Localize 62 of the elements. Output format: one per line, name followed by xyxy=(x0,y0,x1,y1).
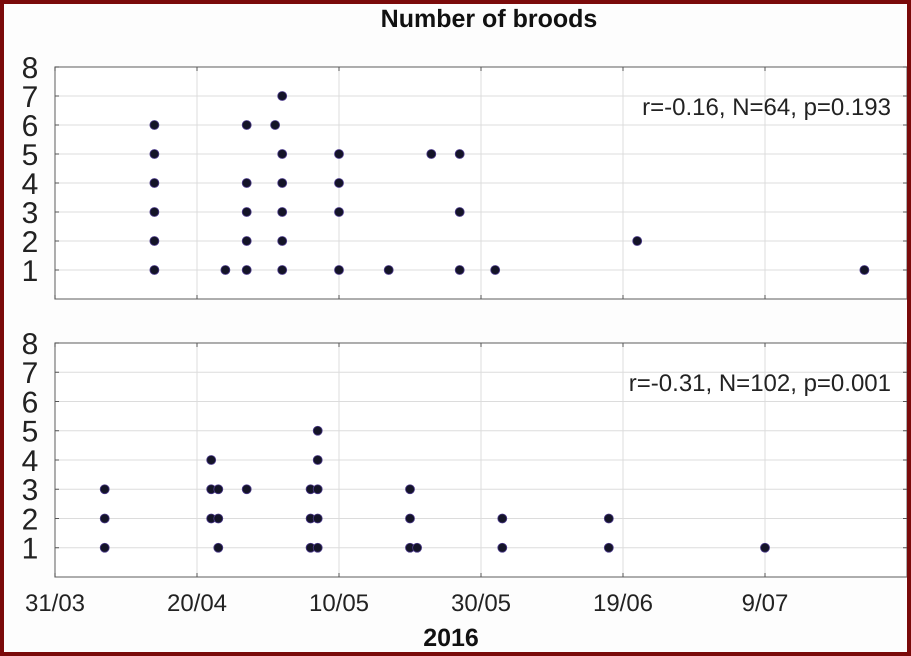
point xyxy=(220,265,230,275)
point xyxy=(334,149,344,159)
point xyxy=(334,207,344,217)
point xyxy=(277,207,288,217)
point xyxy=(150,120,160,130)
point xyxy=(150,236,160,246)
point xyxy=(213,484,224,494)
point xyxy=(100,514,110,524)
point xyxy=(312,484,323,494)
annotation: r=-0.31, N=102, p=0.001 xyxy=(628,370,891,397)
point xyxy=(454,149,465,159)
point xyxy=(213,514,224,524)
point xyxy=(150,265,160,275)
point xyxy=(760,542,770,553)
point xyxy=(497,542,508,553)
point xyxy=(150,178,160,188)
point xyxy=(632,236,642,246)
point xyxy=(312,455,323,465)
point xyxy=(412,542,422,553)
point xyxy=(334,265,344,275)
point xyxy=(454,207,465,217)
chart-title: Number of broods xyxy=(380,5,598,33)
point xyxy=(277,91,288,101)
point xyxy=(242,265,252,275)
point xyxy=(312,514,323,524)
point xyxy=(490,265,500,275)
x-tick-label: 10/05 xyxy=(308,590,370,617)
point xyxy=(604,542,614,553)
point xyxy=(860,265,870,275)
point xyxy=(206,455,216,465)
point xyxy=(277,149,288,159)
annotation: r=-0.16, N=64, p=0.193 xyxy=(642,94,891,121)
point xyxy=(426,149,436,159)
point xyxy=(312,426,323,436)
point xyxy=(277,178,288,188)
x-tick-label: 20/04 xyxy=(166,590,228,617)
point xyxy=(277,265,288,275)
point xyxy=(242,236,252,246)
point xyxy=(454,265,465,275)
x-tick-label: 9/07 xyxy=(742,590,788,617)
point xyxy=(100,484,110,494)
point xyxy=(270,120,280,130)
point xyxy=(277,236,288,246)
x-tick-label: 30/05 xyxy=(450,590,512,617)
point xyxy=(150,149,160,159)
point xyxy=(405,484,415,494)
point xyxy=(384,265,394,275)
point xyxy=(242,207,252,217)
point xyxy=(242,178,252,188)
point xyxy=(334,178,344,188)
x-tick-label: 19/06 xyxy=(592,590,654,617)
x-axis-title: 2016 xyxy=(423,624,479,652)
point xyxy=(242,120,252,130)
point xyxy=(497,514,508,524)
point xyxy=(213,542,224,553)
point xyxy=(150,207,160,217)
point xyxy=(100,542,110,553)
point xyxy=(242,484,252,494)
point xyxy=(312,542,323,553)
x-tick-label: 31/03 xyxy=(24,590,86,617)
point xyxy=(604,514,614,524)
point xyxy=(405,514,415,524)
